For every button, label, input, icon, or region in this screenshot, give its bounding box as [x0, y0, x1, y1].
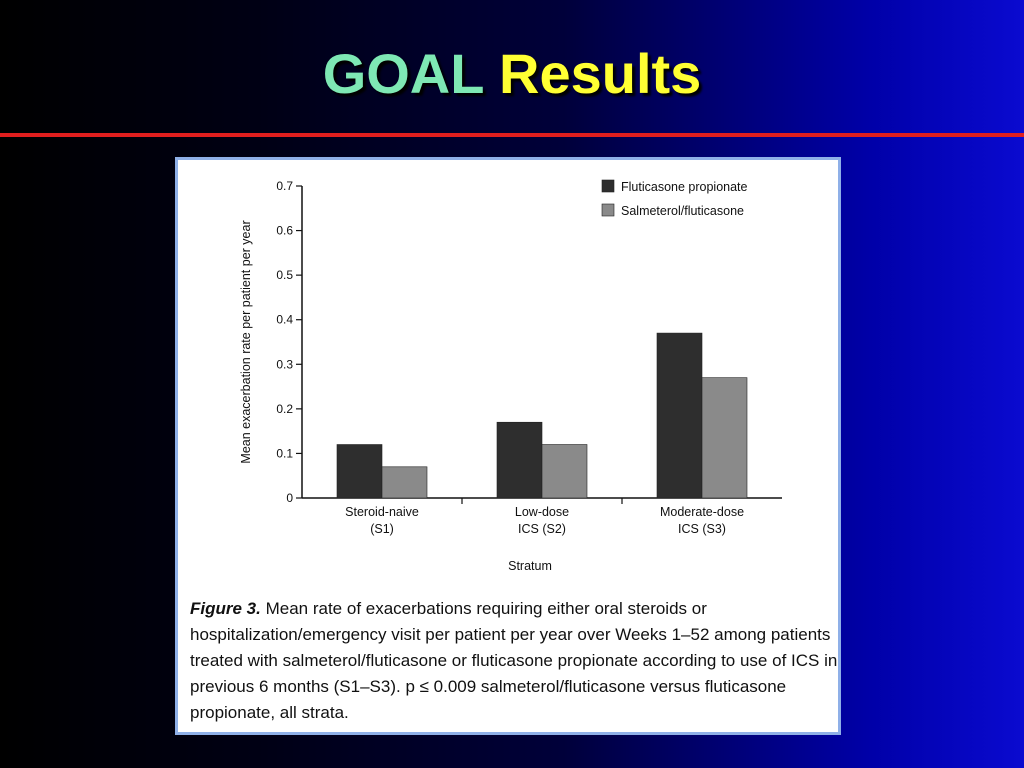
y-tick-label: 0.5	[276, 268, 293, 282]
figure-label: Figure 3.	[190, 599, 261, 618]
x-tick-label: ICS (S3)	[678, 522, 726, 536]
legend-swatch	[601, 203, 615, 217]
legend-swatch	[601, 179, 615, 193]
y-tick-label: 0.2	[276, 402, 293, 416]
y-axis-label: Mean exacerbation rate per patient per y…	[239, 220, 253, 463]
slide-title-part1: GOAL	[322, 42, 484, 105]
figure-caption: Figure 3. Mean rate of exacerbations req…	[190, 596, 838, 726]
x-axis-label: Stratum	[508, 559, 552, 573]
y-tick-label: 0.3	[276, 357, 293, 371]
y-tick-label: 0.7	[276, 179, 293, 193]
figure-caption-text: Mean rate of exacerbations requiring eit…	[190, 599, 838, 722]
x-tick-label: ICS (S2)	[518, 522, 566, 536]
y-tick-label: 0.4	[276, 313, 293, 327]
bar	[656, 332, 703, 499]
y-tick-label: 0	[286, 491, 293, 505]
y-tick-label: 0.6	[276, 224, 293, 238]
slide-title: GOAL Results	[0, 42, 1024, 106]
bar	[336, 444, 383, 499]
slide-title-part2: Results	[499, 42, 702, 105]
y-tick-label: 0.1	[276, 446, 293, 460]
figure-panel: 0 0.1 0.2 0.3 0.4 0.5 0.6 0.7 Mean exacerbation …	[175, 157, 841, 735]
bar	[541, 444, 588, 499]
x-tick-label: (S1)	[370, 522, 394, 536]
bar-chart: 0 0.1 0.2 0.3 0.4 0.5 0.6 0.7 Mean exacerbation …	[239, 179, 782, 573]
x-tick-label: Low-dose	[515, 505, 569, 519]
bar	[496, 421, 543, 499]
bar	[381, 466, 428, 499]
x-tick-label: Steroid-naive	[345, 505, 419, 519]
x-tick-label: Moderate-dose	[660, 505, 744, 519]
bar	[701, 377, 748, 499]
legend-label: Salmeterol/fluticasone	[621, 204, 744, 218]
title-divider	[0, 133, 1024, 137]
legend-label: Fluticasone propionate	[621, 180, 748, 194]
